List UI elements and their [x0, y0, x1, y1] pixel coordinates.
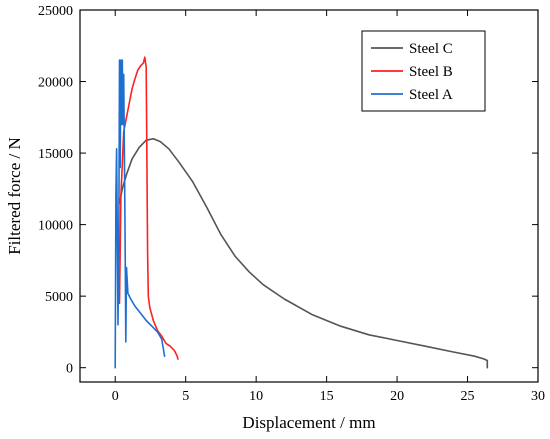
series-line-steel-a [114, 59, 166, 369]
y-tick-label: 10000 [38, 219, 73, 234]
x-tick-label: 0 [112, 389, 119, 404]
x-axis-title: Displacement / mm [242, 413, 375, 432]
series-line-steel-c [118, 138, 489, 369]
y-tick-label: 0 [66, 362, 73, 377]
axis-ticks: 0 5 10 15 20 25 30 0 5000 10000 15000 20000 25000 [38, 4, 545, 404]
x-tick-label: 30 [531, 389, 545, 404]
legend: Steel C Steel B Steel A [361, 30, 486, 112]
x-tick-label: 15 [320, 389, 334, 404]
y-tick-label: 5000 [45, 290, 73, 305]
y-tick-label: 20000 [38, 76, 73, 91]
x-tick-label: 10 [249, 389, 263, 404]
y-axis-title: Filtered force / N [5, 137, 24, 255]
legend-label: Steel C [409, 41, 453, 57]
legend-label: Steel A [409, 87, 453, 103]
x-tick-label: 20 [390, 389, 404, 404]
x-tick-label: 25 [461, 389, 475, 404]
y-tick-label: 25000 [38, 4, 73, 19]
legend-label: Steel B [409, 64, 453, 80]
series-line-steel-b [118, 56, 179, 360]
plot-border [79, 9, 539, 383]
plot-frame [79, 9, 539, 383]
series-lines [114, 56, 489, 369]
y-tick-label: 15000 [38, 147, 73, 162]
x-tick-label: 5 [182, 389, 189, 404]
